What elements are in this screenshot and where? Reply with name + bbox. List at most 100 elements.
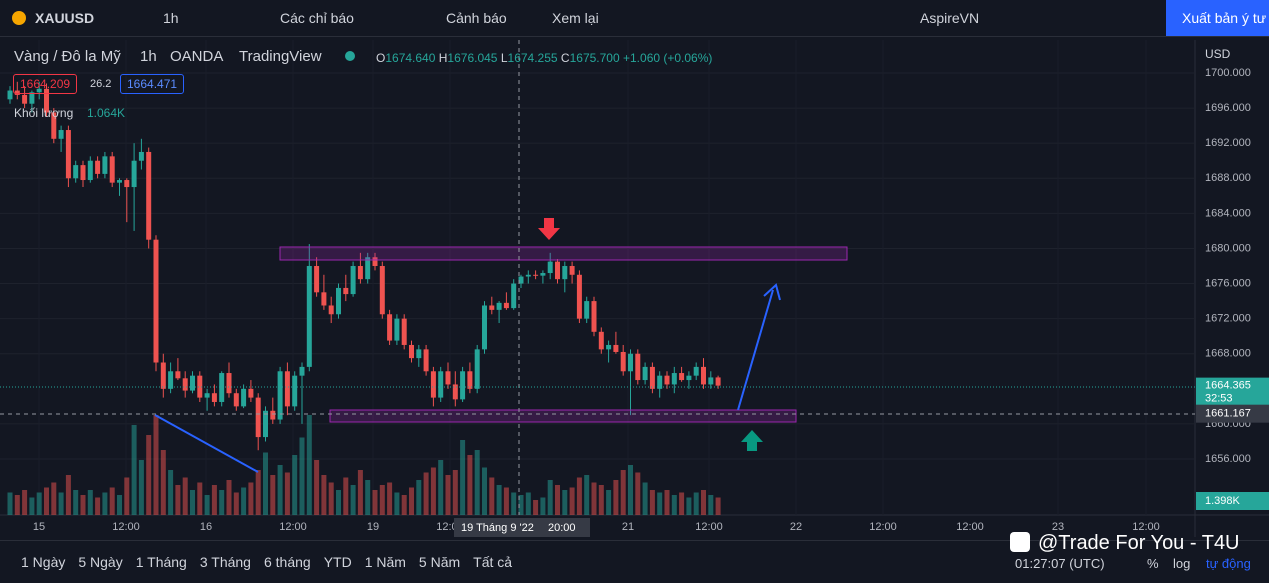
- currency[interactable]: USD: [1205, 47, 1231, 61]
- range-button[interactable]: 1 Năm: [364, 554, 406, 570]
- alerts[interactable]: Cảnh báo: [446, 10, 507, 26]
- time-tick-label: 12:00: [695, 521, 723, 533]
- arrow-line: [737, 289, 774, 411]
- volume-bar: [613, 480, 619, 515]
- volume-bar: [270, 475, 276, 515]
- volume-bar: [416, 480, 422, 515]
- volume-bar: [649, 490, 655, 515]
- range-button[interactable]: 1 Tháng: [135, 554, 187, 570]
- candle-body: [365, 257, 371, 280]
- candle-body: [248, 388, 254, 398]
- log[interactable]: log: [1173, 556, 1191, 571]
- volume-bar: [555, 485, 560, 515]
- candle-body: [219, 373, 225, 402]
- volume-bar: [394, 492, 400, 515]
- interval[interactable]: 1h: [163, 10, 179, 26]
- candle-body: [87, 160, 93, 181]
- bottom-bar: [0, 540, 1269, 583]
- volume-bar: [117, 495, 122, 515]
- candle-body: [686, 375, 692, 381]
- candle-body: [693, 366, 699, 376]
- h-value: 1676.045: [447, 51, 498, 65]
- range-button[interactable]: Tất cả: [473, 554, 513, 570]
- volume-bar: [686, 497, 692, 515]
- time-tick-label: 12:00: [112, 521, 140, 533]
- candle-body: [555, 261, 560, 280]
- time-tick-label: 23: [1052, 521, 1064, 533]
- crosshair-time-box: [454, 518, 590, 537]
- volume-bar: [109, 487, 115, 515]
- volume-bar: [248, 482, 254, 515]
- bid[interactable]: 1664.209: [13, 74, 78, 94]
- volume-bar: [211, 485, 217, 515]
- volume-label: Khối lượng: [14, 106, 74, 120]
- range-button[interactable]: 1 Ngày: [21, 554, 66, 570]
- candle-body: [284, 371, 290, 407]
- price-tick-label: 1672.000: [1205, 313, 1251, 325]
- volume-bar: [452, 470, 458, 515]
- volume-bar: [160, 450, 166, 515]
- time-tick-label: 19: [367, 521, 379, 533]
- range-button[interactable]: 5 Năm: [418, 554, 461, 570]
- volume-bar: [124, 477, 130, 515]
- ask[interactable]: 1664.471: [120, 74, 185, 94]
- volume-value: 1.064K: [87, 106, 126, 120]
- range-button[interactable]: 6 tháng: [263, 554, 311, 570]
- volume-bar: [525, 492, 531, 515]
- volume-bar: [14, 495, 20, 515]
- time-tick-label: 21: [622, 521, 634, 533]
- candle-body: [314, 266, 320, 293]
- volume-bar: [51, 482, 57, 515]
- volume-bar: [518, 495, 524, 515]
- legend-interval: 1h: [140, 48, 157, 65]
- candle-body: [474, 349, 480, 389]
- candle-body: [211, 393, 217, 402]
- range-button[interactable]: YTD: [323, 554, 352, 570]
- indicators[interactable]: Các chỉ báo: [280, 10, 354, 26]
- candle-body: [591, 301, 597, 332]
- candle-body: [562, 266, 568, 280]
- volume-bar: [467, 455, 473, 515]
- candle-body: [569, 266, 575, 275]
- candle-body: [438, 371, 444, 398]
- range-button[interactable]: 5 Ngày: [78, 554, 123, 570]
- replay[interactable]: Xem lại: [552, 10, 599, 26]
- spread: 26.2: [90, 78, 112, 90]
- volume-bar: [701, 490, 706, 515]
- candle-body: [138, 151, 144, 161]
- crosshair-price-box: [1196, 404, 1269, 423]
- candle-body: [102, 156, 108, 174]
- volume-bar: [547, 480, 553, 515]
- volume-bar: [168, 470, 174, 515]
- candle-body: [29, 92, 35, 104]
- volume-bar: [292, 455, 298, 515]
- price-tick-label: 1688.000: [1205, 172, 1251, 184]
- ohlc: O1674.640 H1676.045 L1674.255 C1675.700 …: [376, 51, 712, 65]
- candle-body: [336, 287, 341, 315]
- candle-body: [241, 388, 247, 407]
- account[interactable]: AspireVN: [920, 10, 980, 26]
- volume-bar: [664, 490, 670, 515]
- volume-bar: [628, 465, 633, 515]
- down-arrow: [538, 218, 560, 240]
- candle-body: [576, 274, 582, 319]
- up-arrow: [741, 430, 763, 451]
- candle-body: [328, 305, 334, 315]
- candle-body: [496, 302, 502, 310]
- auto[interactable]: tự động: [1206, 556, 1251, 571]
- volume-bar: [22, 490, 28, 515]
- volume-bar: [263, 452, 268, 515]
- volume-bar: [489, 477, 495, 515]
- candle-body: [168, 371, 174, 389]
- candle-body: [635, 353, 641, 381]
- volume-bar: [73, 490, 79, 515]
- candle-body: [117, 180, 122, 183]
- candle-body: [263, 410, 268, 438]
- publish-button[interactable]: Xuất bản ý tư: [1166, 0, 1269, 36]
- percent[interactable]: %: [1147, 556, 1159, 571]
- symbol[interactable]: XAUUSD: [35, 10, 95, 26]
- range-button[interactable]: 3 Tháng: [199, 554, 251, 570]
- crosshair-price-label: 1661.167: [1205, 408, 1251, 420]
- candle-body: [642, 366, 648, 381]
